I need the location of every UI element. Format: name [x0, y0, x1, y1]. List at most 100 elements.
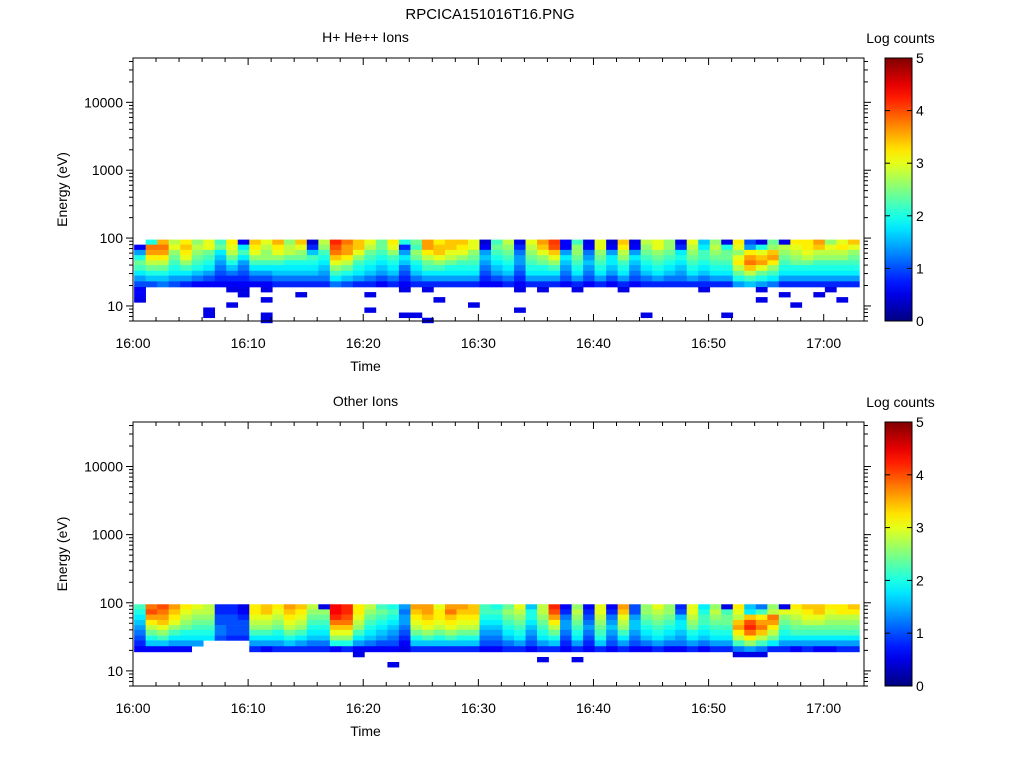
heatmap-cell: [629, 609, 641, 615]
heatmap-cell: [686, 239, 699, 245]
heatmap-cell: [836, 604, 849, 610]
heatmap-cell: [675, 625, 688, 631]
heatmap-cell: [663, 260, 676, 266]
heatmap-cell: [341, 625, 354, 631]
heatmap-cell: [157, 619, 169, 626]
heatmap-cell: [537, 635, 549, 641]
heatmap-cell: [790, 239, 803, 245]
heatmap-cell: [640, 312, 653, 319]
heatmap-cell: [352, 619, 365, 626]
heatmap-cell: [272, 249, 285, 256]
heatmap-cell: [502, 281, 515, 288]
heatmap-cell: [514, 604, 526, 610]
heatmap-cell: [606, 244, 618, 251]
heatmap-cell: [744, 281, 757, 288]
heatmap-cell: [467, 609, 480, 615]
heatmap-cells: [134, 239, 860, 324]
heatmap-cell: [790, 629, 803, 636]
heatmap-cell: [560, 640, 572, 647]
heatmap-cell: [663, 619, 676, 626]
heatmap-cell: [663, 604, 676, 610]
heatmap-cell: [237, 635, 250, 641]
heatmap-cell: [341, 275, 354, 282]
heatmap-cell: [801, 635, 814, 641]
heatmap-cell: [479, 625, 492, 631]
heatmap-cell: [824, 249, 837, 256]
heatmap-cell: [583, 239, 595, 245]
heatmap-cell: [283, 239, 296, 245]
heatmap-cell: [145, 629, 158, 636]
heatmap-cell: [629, 249, 641, 256]
heatmap-cell: [180, 635, 193, 641]
colorbar-tick-label: 1: [916, 625, 924, 641]
heatmap-cell: [410, 629, 423, 636]
heatmap-cell: [548, 614, 561, 621]
heatmap-cell: [606, 635, 618, 641]
heatmap-cell: [629, 640, 641, 647]
heatmap-cell: [744, 640, 757, 647]
heatmap-cell: [824, 244, 837, 251]
heatmap-cell: [467, 265, 480, 272]
heatmap-cell: [479, 646, 492, 653]
heatmap-cell: [698, 635, 711, 641]
heatmap-cell: [145, 260, 158, 266]
heatmap-cell: [260, 275, 273, 282]
heatmap-cell: [226, 255, 239, 261]
heatmap-cell: [502, 275, 515, 282]
heatmap-cell: [663, 265, 676, 272]
heatmap-cell: [318, 255, 331, 261]
heatmap-cell: [721, 275, 734, 282]
heatmap-cell: [398, 619, 411, 626]
heatmap-cell: [364, 260, 377, 266]
heatmap-cell: [767, 249, 780, 256]
heatmap-cell: [836, 239, 849, 245]
heatmap-cell: [421, 640, 434, 647]
heatmap-cell: [180, 270, 193, 276]
heatmap-cell: [410, 635, 423, 641]
heatmap-cell: [145, 255, 158, 261]
heatmap-cell: [444, 635, 457, 641]
heatmap-cell: [583, 625, 595, 631]
heatmap-cell: [629, 275, 641, 282]
heatmap-cell: [560, 629, 572, 636]
heatmap-cell: [283, 604, 296, 610]
heatmap-cell: [836, 635, 849, 641]
heatmap-cell: [755, 640, 768, 647]
heatmap-cell: [249, 640, 262, 647]
heatmap-cell: [375, 260, 388, 266]
heatmap-cell: [629, 244, 641, 251]
heatmap-cell: [514, 619, 526, 626]
heatmap-cell: [145, 646, 158, 653]
heatmap-cell: [824, 239, 837, 245]
heatmap-cell: [594, 249, 607, 256]
y-tick-label: 10: [107, 663, 123, 679]
heatmap-cell: [272, 625, 285, 631]
heatmap-cell: [663, 635, 676, 641]
heatmap-cell: [180, 640, 193, 647]
heatmap-cell: [824, 635, 837, 641]
y-tick-label: 10000: [84, 94, 123, 110]
heatmap-cell: [629, 281, 641, 288]
heatmap-cell: [640, 640, 653, 647]
heatmap-cell: [491, 640, 503, 647]
heatmap-cell: [306, 629, 319, 636]
heatmap-cell: [698, 609, 711, 615]
heatmap-cell: [157, 265, 169, 272]
heatmap-cell: [548, 646, 561, 653]
heatmap-cell: [467, 260, 480, 266]
heatmap-cell: [824, 625, 837, 631]
heatmap-cell: [801, 604, 814, 610]
heatmap-cell: [778, 640, 791, 647]
heatmap-cell: [514, 275, 526, 282]
heatmap-cell: [847, 281, 860, 288]
heatmap-cell: [721, 625, 734, 631]
heatmap-cell: [583, 640, 595, 647]
colorbar-tick-label: 2: [916, 572, 924, 588]
heatmap-cell: [801, 260, 814, 266]
heatmap-cell: [180, 604, 193, 610]
heatmap-cell: [168, 619, 181, 626]
heatmap-cell: [387, 619, 400, 626]
heatmap-cell: [191, 244, 204, 251]
heatmap-cell: [583, 629, 595, 636]
heatmap-cell: [675, 270, 688, 276]
